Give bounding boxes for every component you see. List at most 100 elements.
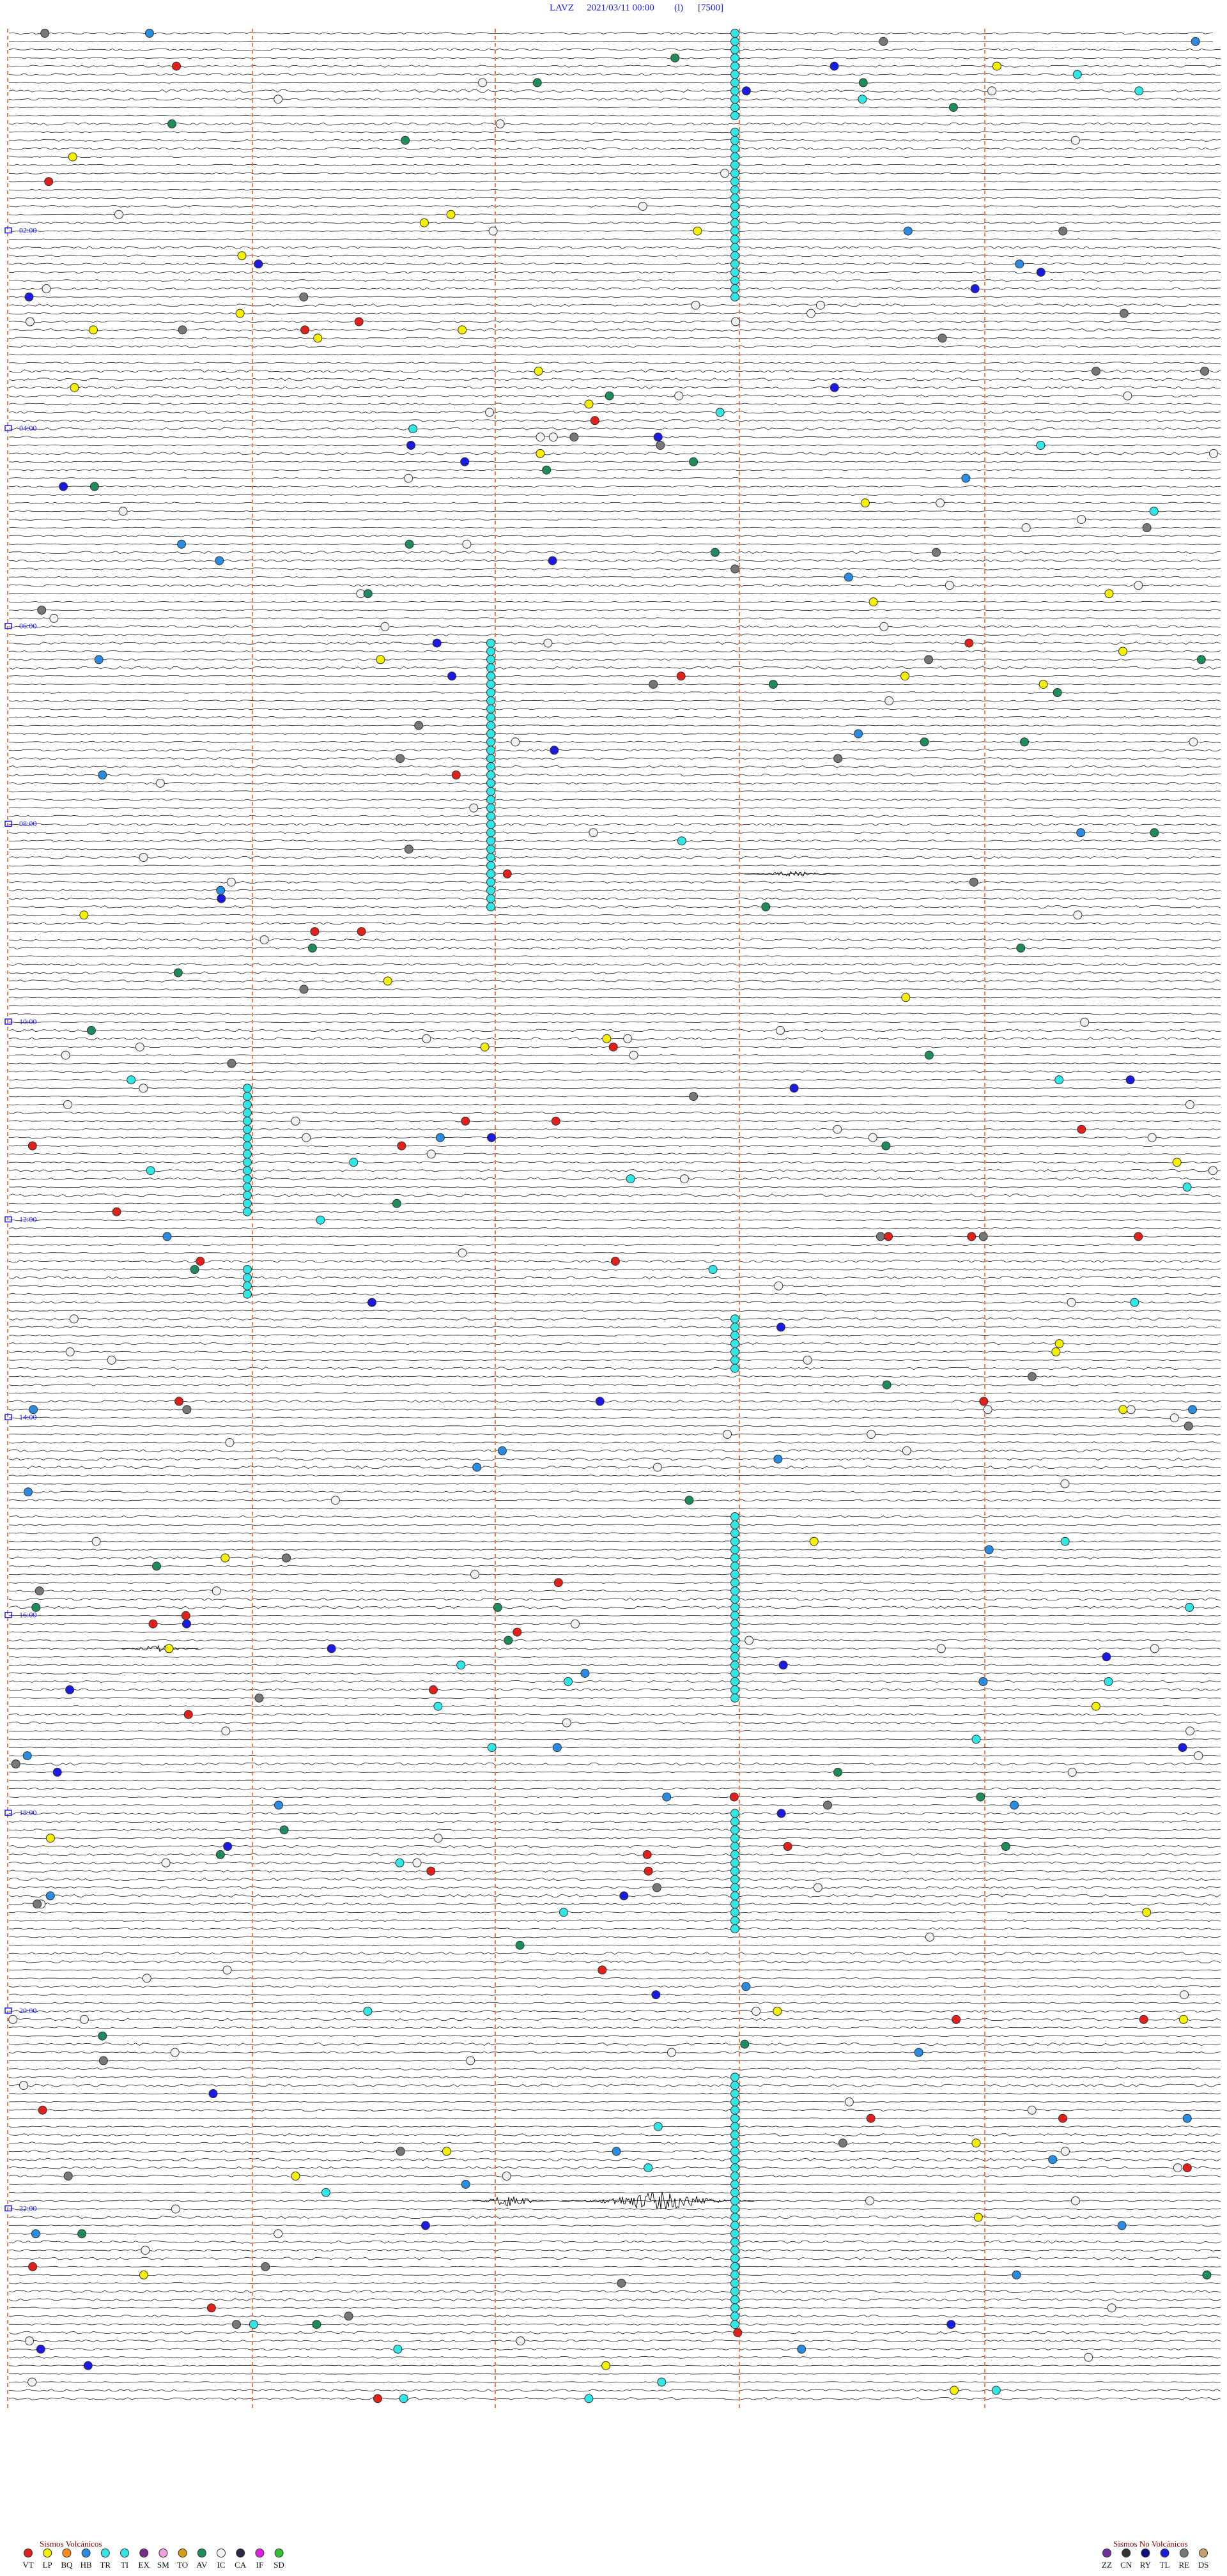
event (1147, 1133, 1157, 1142)
trace (8, 1499, 1221, 1502)
trace (8, 303, 1221, 307)
event (731, 317, 741, 326)
legend-swatch (197, 2549, 206, 2557)
event (243, 1092, 252, 1101)
event (612, 2147, 621, 2156)
event (730, 2303, 739, 2313)
trace (8, 312, 1221, 315)
event (670, 53, 680, 63)
legend-code: TI (121, 2560, 128, 2570)
trace (8, 740, 1221, 744)
event (730, 564, 740, 574)
event (730, 1899, 739, 1909)
event (532, 78, 542, 88)
trace (8, 147, 1221, 150)
trace (8, 1746, 1221, 1749)
event (190, 1265, 199, 1274)
event (882, 1380, 891, 1390)
legend-swatch (100, 2549, 110, 2557)
event (513, 1627, 522, 1637)
trace (8, 188, 1221, 191)
trace (8, 700, 1221, 702)
event (1058, 2113, 1067, 2123)
trace (8, 1383, 1221, 1386)
event (730, 78, 739, 88)
hour-marker (4, 227, 12, 234)
event (243, 1183, 252, 1192)
event (486, 712, 495, 722)
event (730, 1347, 739, 1356)
event (447, 671, 457, 681)
event (674, 391, 684, 401)
legend-swatch (1199, 2549, 1208, 2557)
trace (8, 1465, 1221, 1469)
trace (8, 2166, 1221, 2170)
legend-code: SD (274, 2560, 284, 2570)
trace (8, 1565, 1221, 1568)
event (486, 729, 495, 739)
trace (8, 543, 1221, 546)
trace (8, 1095, 1221, 1098)
trace (8, 1796, 1221, 1798)
event (730, 2270, 739, 2280)
event (35, 1586, 44, 1596)
trace (8, 89, 1221, 93)
event (1102, 1652, 1111, 1662)
trace (8, 2207, 1221, 2211)
event (559, 1908, 568, 1917)
event (551, 1116, 560, 1126)
event (373, 2394, 382, 2404)
event (638, 201, 647, 211)
event (730, 2287, 739, 2296)
event (730, 86, 739, 96)
trace (8, 1574, 1221, 1575)
trace (8, 864, 1221, 867)
event (730, 1874, 739, 1884)
event (216, 885, 226, 895)
event (98, 770, 107, 779)
event (33, 1899, 42, 1909)
event (486, 737, 495, 747)
event (662, 1792, 672, 1802)
trace (8, 1820, 1221, 1823)
trace (8, 2067, 1221, 2071)
trace (8, 1475, 1221, 1476)
trace (8, 461, 1221, 463)
event (730, 1693, 739, 1703)
event (249, 2320, 258, 2329)
trace (8, 1655, 1221, 1658)
trace (8, 1317, 1221, 1321)
event (313, 334, 323, 343)
event (730, 152, 739, 162)
event (730, 1891, 739, 1901)
event (45, 1891, 55, 1901)
event (1080, 1018, 1090, 1027)
event (1073, 910, 1083, 920)
event (1185, 1726, 1195, 1736)
event (776, 1809, 786, 1818)
event (170, 2048, 180, 2057)
event (548, 556, 557, 565)
trace (8, 131, 1221, 134)
event (243, 1190, 252, 1200)
event (1139, 2014, 1148, 2024)
event (363, 589, 373, 599)
event (1060, 1537, 1070, 1546)
trace (8, 1869, 1221, 1873)
trace (8, 1400, 1221, 1403)
event (992, 61, 1001, 71)
event (470, 1570, 479, 1579)
event (79, 2014, 89, 2024)
trace (8, 270, 1221, 274)
trace (8, 1738, 1221, 1740)
event (730, 2172, 739, 2181)
event (77, 2229, 87, 2239)
event (1051, 1347, 1061, 1356)
trace (8, 905, 1221, 908)
trace (8, 930, 1221, 933)
event (867, 1430, 876, 1439)
trace (8, 328, 1221, 332)
event (486, 778, 495, 788)
trace (8, 97, 1221, 101)
event (900, 671, 909, 681)
